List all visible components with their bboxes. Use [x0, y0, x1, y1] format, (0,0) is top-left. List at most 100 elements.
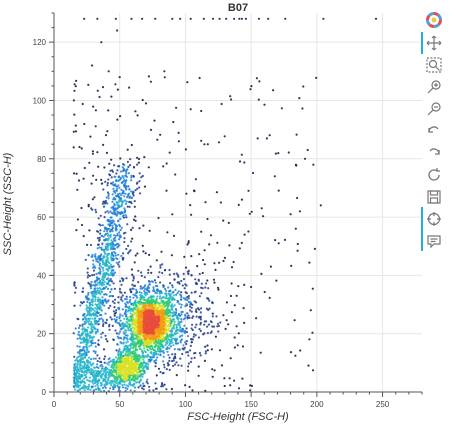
- data-point: [116, 210, 119, 213]
- data-point: [96, 89, 99, 92]
- data-point: [110, 158, 113, 161]
- data-point: [101, 182, 104, 185]
- zoom-out-icon[interactable]: [424, 99, 444, 119]
- reset-icon[interactable]: [424, 165, 444, 185]
- data-point: [72, 130, 75, 133]
- data-point: [164, 332, 167, 335]
- data-point: [172, 357, 175, 360]
- data-points: [72, 17, 378, 393]
- data-point: [222, 219, 225, 222]
- data-point: [128, 373, 131, 376]
- data-point: [105, 382, 108, 385]
- data-point: [102, 283, 106, 286]
- data-point: [153, 279, 156, 282]
- data-point: [83, 351, 87, 354]
- data-point: [94, 322, 97, 325]
- data-point: [200, 282, 203, 285]
- data-point: [263, 290, 266, 294]
- data-point: [129, 389, 132, 392]
- data-point: [109, 304, 112, 307]
- data-point: [163, 324, 166, 327]
- data-point: [114, 83, 117, 86]
- data-point: [115, 261, 118, 264]
- data-point: [124, 371, 127, 374]
- data-point: [112, 310, 115, 313]
- data-point: [216, 322, 220, 325]
- data-point: [162, 301, 165, 304]
- data-point: [109, 220, 113, 223]
- data-point: [121, 308, 124, 311]
- data-point: [186, 270, 189, 273]
- data-point: [179, 293, 182, 296]
- data-point: [160, 297, 163, 300]
- data-point: [171, 213, 174, 216]
- data-point: [132, 279, 135, 282]
- data-point: [107, 248, 110, 251]
- data-point: [99, 232, 102, 235]
- zoom-in-icon[interactable]: [424, 77, 444, 97]
- data-point: [73, 113, 76, 116]
- data-point: [103, 357, 106, 361]
- data-point: [106, 258, 109, 262]
- data-point: [132, 376, 135, 379]
- data-point: [227, 221, 230, 224]
- pan-icon[interactable]: [424, 33, 444, 53]
- data-point: [102, 143, 105, 146]
- data-point: [132, 366, 135, 369]
- data-point: [115, 349, 118, 352]
- data-point: [113, 236, 117, 239]
- undo-icon[interactable]: [424, 121, 444, 141]
- hover-icon[interactable]: [424, 231, 444, 251]
- data-point: [94, 109, 97, 112]
- data-point: [121, 383, 124, 387]
- data-point: [106, 287, 110, 290]
- data-point: [235, 325, 238, 328]
- save-icon[interactable]: [424, 187, 444, 207]
- data-point: [159, 349, 162, 352]
- data-point: [200, 292, 203, 295]
- data-point: [106, 202, 109, 205]
- data-point: [148, 283, 151, 286]
- data-point: [217, 330, 220, 333]
- data-point: [76, 337, 79, 340]
- data-point: [162, 331, 165, 334]
- data-point: [133, 261, 136, 264]
- data-point: [197, 365, 200, 368]
- data-point: [121, 294, 124, 297]
- data-point: [80, 349, 83, 352]
- data-point: [91, 339, 94, 342]
- data-point: [173, 355, 177, 358]
- data-point: [94, 253, 97, 256]
- crosshair-icon[interactable]: [424, 209, 444, 229]
- data-point: [105, 367, 108, 370]
- data-point: [124, 169, 127, 172]
- data-point: [159, 295, 162, 298]
- data-point: [87, 350, 90, 353]
- data-point: [168, 368, 171, 371]
- data-point: [90, 314, 93, 317]
- data-point: [146, 378, 149, 381]
- redo-icon[interactable]: [424, 143, 444, 163]
- data-point: [95, 211, 98, 214]
- box-zoom-icon[interactable]: [424, 55, 444, 75]
- data-point: [134, 215, 137, 218]
- bokeh-logo-icon[interactable]: [424, 10, 444, 30]
- data-point: [129, 319, 132, 322]
- data-point: [151, 346, 154, 349]
- data-point: [166, 362, 169, 365]
- data-point: [123, 207, 126, 210]
- data-point: [105, 321, 108, 325]
- data-point: [165, 368, 168, 371]
- data-point: [185, 351, 188, 354]
- data-point: [88, 161, 91, 164]
- data-point: [107, 178, 110, 181]
- data-point: [218, 261, 221, 264]
- data-point: [122, 331, 125, 334]
- data-point: [117, 296, 120, 299]
- data-point: [104, 227, 107, 230]
- data-point: [204, 352, 207, 355]
- data-point: [94, 372, 98, 375]
- data-point: [263, 103, 266, 106]
- data-point: [118, 244, 121, 247]
